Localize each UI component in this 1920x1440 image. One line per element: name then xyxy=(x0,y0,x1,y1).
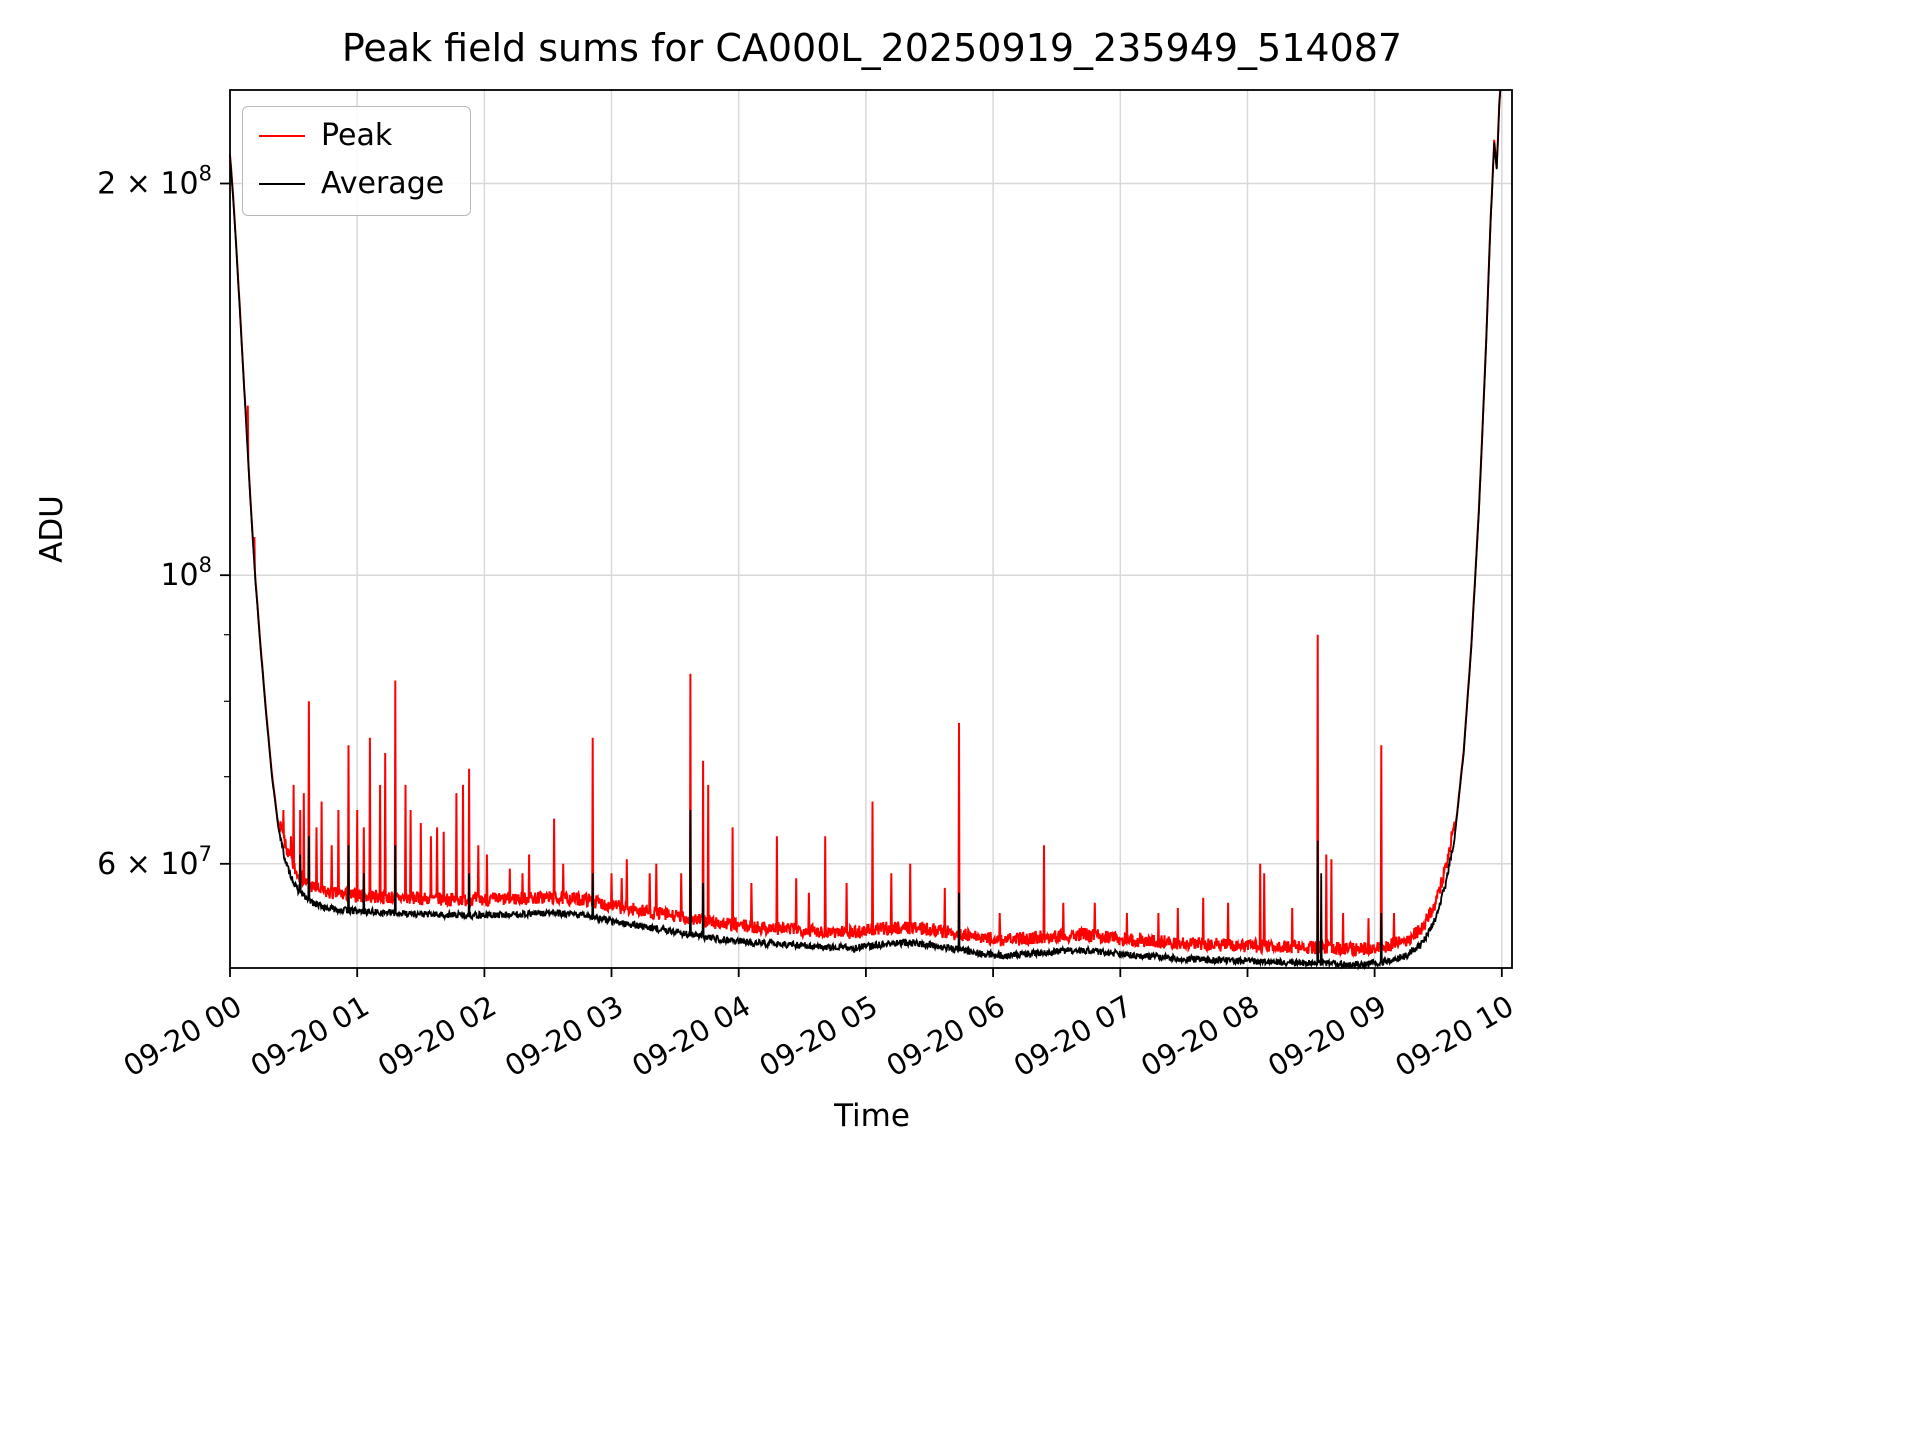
y-tick-label: 108 xyxy=(160,553,212,593)
x-tick-label: 09-20 07 xyxy=(1008,989,1138,1084)
x-tick-label: 09-20 06 xyxy=(881,989,1011,1084)
x-tick-label: 09-20 00 xyxy=(118,989,248,1084)
legend-line-peak-icon xyxy=(259,135,305,137)
x-tick-label: 09-20 02 xyxy=(372,989,502,1084)
x-tick-label: 09-20 03 xyxy=(499,989,629,1084)
plot-border xyxy=(229,89,1513,969)
legend-item-peak: Peak xyxy=(259,121,444,151)
series-peak-line xyxy=(229,89,1502,959)
x-tick-label: 09-20 10 xyxy=(1389,989,1519,1084)
legend-line-average-icon xyxy=(259,183,305,185)
x-tick-label: 09-20 01 xyxy=(245,989,375,1084)
legend-label-average: Average xyxy=(321,166,445,201)
x-tick-label: 09-20 05 xyxy=(753,989,883,1084)
series-average-line xyxy=(229,89,1502,971)
legend-item-average: Average xyxy=(259,169,444,199)
legend: Peak Average xyxy=(242,106,472,216)
x-tick-label: 09-20 09 xyxy=(1262,989,1392,1084)
y-tick-label: 6 × 107 xyxy=(97,842,212,882)
legend-label-peak: Peak xyxy=(321,118,393,153)
chart-title: Peak field sums for CA000L_20250919_2359… xyxy=(341,26,1403,70)
x-axis-label: Time xyxy=(834,1098,910,1134)
y-tick-label: 2 × 108 xyxy=(97,162,212,202)
x-tick-label: 09-20 08 xyxy=(1135,989,1265,1084)
x-tick-label: 09-20 04 xyxy=(626,989,756,1084)
